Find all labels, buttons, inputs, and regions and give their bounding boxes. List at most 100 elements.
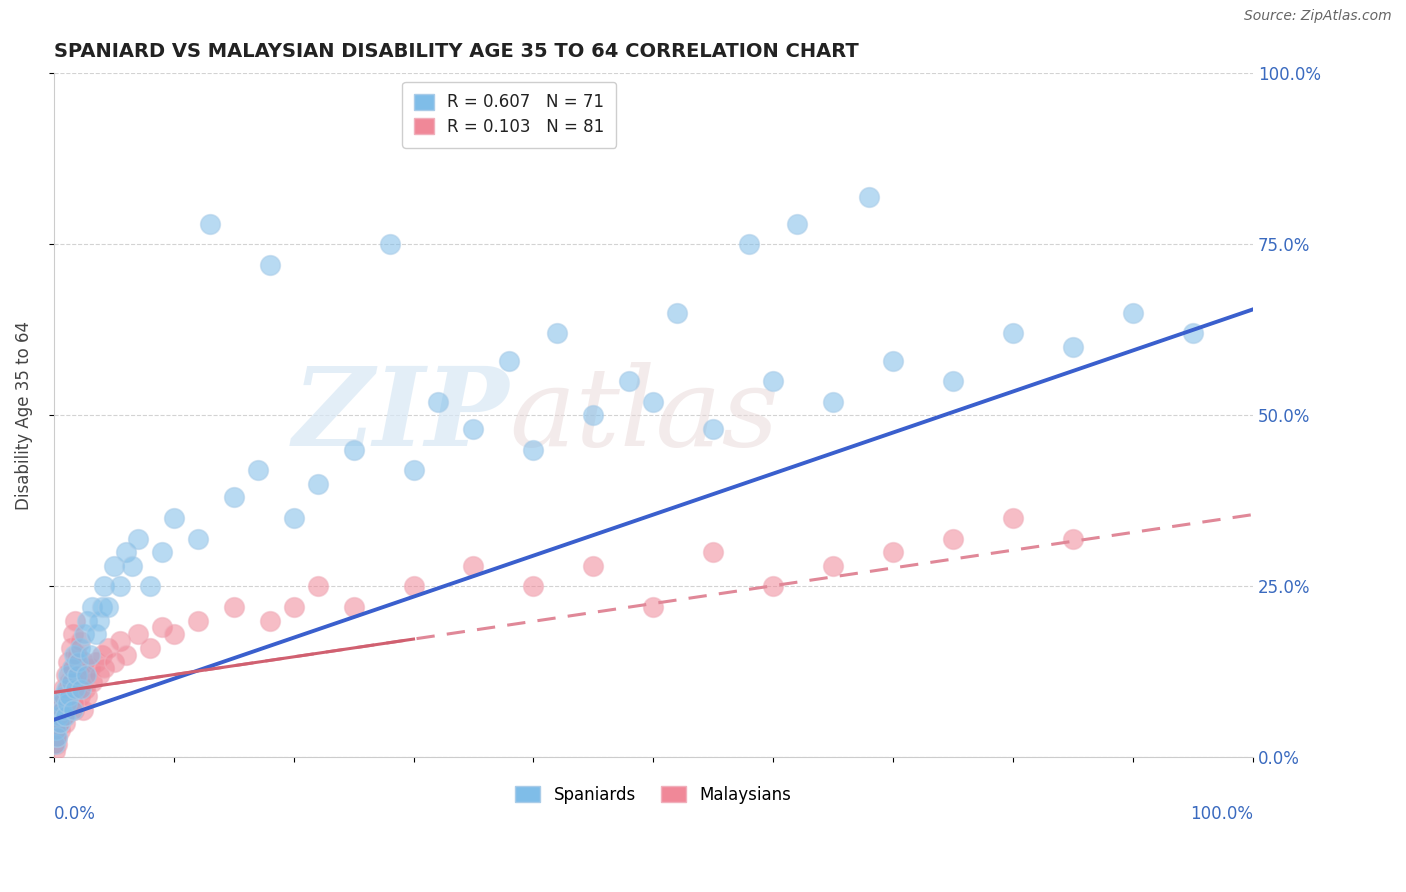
Point (121, 558, 143, 573)
Point (82, 675, 104, 690)
Point (66, 655, 89, 669)
Point (75, 668, 97, 682)
Point (59, 675, 82, 690)
Point (307, 579, 329, 593)
Point (63, 702, 86, 716)
Point (62, 668, 84, 682)
Point (942, 374, 965, 388)
Point (56, 702, 79, 716)
Text: ZIP: ZIP (292, 361, 509, 469)
Point (342, 599, 364, 614)
Point (882, 545, 904, 559)
Point (63, 696, 86, 710)
Point (702, 422, 724, 436)
Point (44, 743, 66, 757)
Point (60, 661, 83, 675)
Point (49, 716, 72, 731)
Point (246, 463, 269, 477)
Point (150, 620, 173, 634)
Point (108, 634, 131, 648)
Point (187, 532, 209, 546)
Point (44, 737, 66, 751)
Point (58, 668, 80, 682)
Point (53, 716, 76, 731)
Point (89, 668, 111, 682)
Point (114, 648, 136, 662)
Point (66, 668, 89, 682)
Point (69, 689, 91, 703)
Point (103, 558, 125, 573)
Point (619, 374, 641, 388)
Point (58, 681, 80, 696)
Point (46, 730, 69, 744)
Point (666, 306, 689, 320)
Point (73, 681, 96, 696)
Point (65, 681, 87, 696)
Text: SPANIARD VS MALAYSIAN DISABILITY AGE 35 TO 64 CORRELATION CHART: SPANIARD VS MALAYSIAN DISABILITY AGE 35 … (53, 42, 859, 61)
Point (90, 648, 112, 662)
Point (139, 579, 162, 593)
Point (63, 648, 86, 662)
Point (51, 709, 73, 723)
Point (75, 668, 97, 682)
Point (45, 723, 67, 737)
Point (55, 689, 77, 703)
Point (76, 614, 98, 628)
Point (48, 709, 70, 723)
Point (702, 545, 724, 559)
Point (139, 640, 162, 655)
Point (67, 661, 90, 675)
Point (70, 668, 93, 682)
Point (1002, 326, 1025, 341)
Point (582, 409, 605, 423)
Point (342, 442, 364, 457)
Point (60, 661, 83, 675)
Point (51, 702, 73, 716)
Point (114, 545, 136, 559)
Point (73, 655, 96, 669)
Point (79, 648, 101, 662)
Point (93, 579, 115, 593)
Point (108, 579, 131, 593)
Point (48, 709, 70, 723)
Point (198, 217, 221, 231)
Point (56, 689, 79, 703)
Point (46, 737, 69, 751)
Point (73, 627, 96, 641)
Point (643, 394, 665, 409)
Point (65, 661, 87, 675)
Point (187, 614, 209, 628)
Point (79, 661, 101, 675)
Point (84, 655, 107, 669)
Point (582, 558, 605, 573)
Point (378, 237, 401, 252)
Point (89, 614, 111, 628)
Point (823, 394, 845, 409)
Point (59, 640, 82, 655)
Point (522, 442, 544, 457)
Point (942, 532, 965, 546)
Point (1181, 326, 1204, 341)
Text: Source: ZipAtlas.com: Source: ZipAtlas.com (1244, 9, 1392, 23)
Point (127, 627, 149, 641)
Point (58, 655, 80, 669)
Point (103, 655, 125, 669)
Point (82, 599, 104, 614)
Point (49, 702, 72, 716)
Point (463, 558, 485, 573)
Point (52, 681, 75, 696)
Point (70, 681, 93, 696)
Point (55, 681, 77, 696)
Point (762, 579, 785, 593)
Point (76, 689, 98, 703)
Point (738, 237, 761, 252)
Point (45, 723, 67, 737)
Point (46, 730, 69, 744)
Point (463, 422, 485, 436)
Point (522, 579, 544, 593)
Point (222, 599, 245, 614)
Point (1002, 511, 1025, 525)
Point (44, 737, 66, 751)
Point (1062, 340, 1084, 354)
Point (72, 702, 94, 716)
